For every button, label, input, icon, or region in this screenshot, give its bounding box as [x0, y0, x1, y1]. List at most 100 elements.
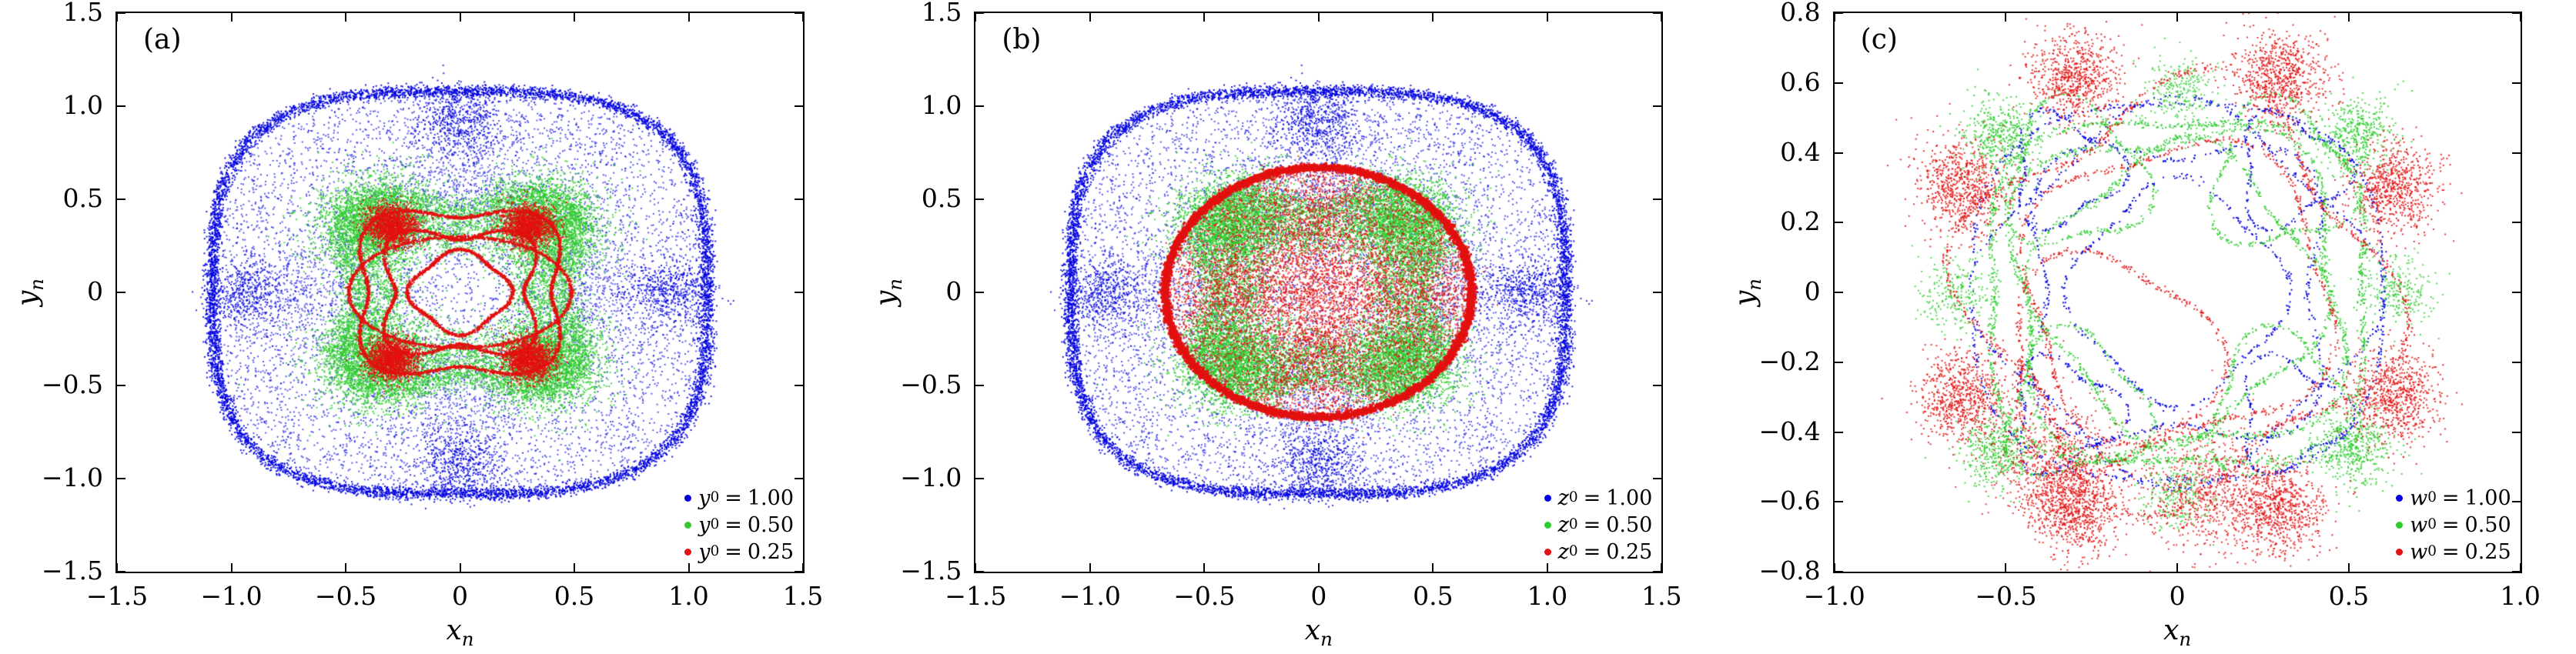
legend-var: z — [1557, 486, 1569, 510]
legend-var: z — [1557, 513, 1569, 537]
x-tick-label: −1.5 — [945, 581, 1007, 611]
legend-sub: 0 — [710, 516, 720, 533]
y-tick-mark — [1834, 361, 1843, 363]
y-tick-mark — [975, 105, 985, 107]
legend: z 0 = 1.00 z 0 = 0.50 z 0 = 0.25 — [1544, 485, 1652, 566]
y-tick-mark — [975, 385, 985, 386]
legend-marker-icon — [684, 495, 692, 502]
y-tick-mark — [117, 105, 125, 107]
y-tick-label: −1.0 — [900, 462, 962, 492]
scatter-canvas-b — [975, 13, 1662, 572]
y-tick-label: 1.5 — [62, 0, 103, 27]
x-tick-mark — [345, 13, 346, 22]
legend-var: z — [1557, 540, 1569, 564]
x-axis-var: x — [1304, 615, 1321, 646]
y-tick-mark — [2511, 152, 2521, 154]
y-tick-mark — [1653, 199, 1662, 200]
y-tick-mark — [2511, 571, 2521, 572]
x-tick-label: 1.5 — [1641, 581, 1682, 611]
legend-marker-icon — [1544, 549, 1551, 556]
y-tick-mark — [975, 12, 985, 14]
legend-marker-icon — [684, 549, 692, 556]
y-tick-label: 0.4 — [1780, 136, 1821, 167]
x-tick-mark — [1833, 563, 1835, 572]
x-tick-mark — [230, 563, 233, 572]
legend-marker-icon — [2396, 549, 2404, 556]
legend-value: 1.00 — [2464, 486, 2511, 510]
x-tick-mark — [2347, 563, 2350, 572]
x-tick-mark — [2005, 563, 2007, 572]
x-axis-sub-text: n — [2179, 628, 2192, 651]
legend-item: w 0 = 0.25 — [2396, 539, 2511, 566]
y-tick-mark — [795, 199, 803, 200]
y-tick-label: −1.0 — [41, 462, 103, 492]
legend-item: y 0 = 1.00 — [684, 485, 794, 512]
y-tick-label: 1.0 — [62, 90, 103, 120]
y-axis-var: y — [1729, 290, 1761, 307]
legend-var: w — [2410, 486, 2428, 510]
legend-var: w — [2410, 513, 2428, 537]
y-tick-mark — [975, 478, 985, 479]
x-tick-mark — [1833, 13, 1835, 22]
x-axis-var: x — [2163, 615, 2180, 646]
x-tick-mark — [2519, 13, 2521, 22]
legend-marker-icon — [2396, 495, 2404, 502]
legend-value: 1.00 — [747, 486, 794, 510]
y-tick-mark — [117, 478, 125, 479]
x-tick-label: 0.5 — [1413, 581, 1454, 611]
y-tick-mark — [1653, 385, 1662, 386]
y-tick-mark — [1653, 571, 1662, 572]
x-tick-label: 1.5 — [782, 581, 824, 611]
y-tick-mark — [795, 105, 803, 107]
x-axis-label: xn — [1305, 615, 1333, 649]
plot-area-b: (b) z 0 = 1.00 z 0 = 0.50 z 0 = 0.25 — [974, 12, 1664, 573]
x-axis-var: x — [446, 615, 462, 646]
y-tick-mark — [1834, 571, 1843, 572]
x-axis-sub-text: n — [461, 628, 474, 651]
y-tick-mark — [117, 571, 125, 572]
x-tick-mark — [459, 563, 461, 572]
legend-equals: = — [2441, 540, 2460, 564]
y-tick-mark — [2511, 501, 2521, 503]
y-tick-mark — [795, 571, 803, 572]
x-axis-sub: n — [2179, 628, 2191, 650]
y-tick-label: 0 — [945, 276, 962, 306]
y-axis-sub: n — [25, 279, 48, 291]
legend-sub: 0 — [2427, 489, 2437, 506]
x-tick-label: 0 — [2169, 581, 2186, 611]
legend-sub: 0 — [1568, 516, 1578, 533]
x-tick-mark — [1317, 563, 1320, 572]
x-tick-label: −0.5 — [1173, 581, 1236, 611]
x-tick-mark — [2519, 563, 2521, 572]
y-axis-sub: n — [884, 279, 906, 291]
x-axis-sub: n — [462, 628, 474, 650]
x-tick-label: 0 — [452, 581, 468, 611]
y-tick-label: −0.5 — [41, 369, 103, 399]
x-tick-mark — [687, 563, 690, 572]
panel-b: (b) z 0 = 1.00 z 0 = 0.50 z 0 = 0.25 −1.5 −1.0 −0.5 0 0.5… — [858, 0, 1717, 654]
x-tick-mark — [1089, 13, 1091, 22]
legend: w 0 = 1.00 w 0 = 0.50 w 0 = 0.25 — [2396, 485, 2511, 566]
legend-var: y — [698, 540, 711, 564]
y-axis-sub-text: n — [1742, 278, 1765, 291]
y-axis-label: yn — [1729, 278, 1765, 307]
y-tick-label: 0 — [1804, 276, 1821, 306]
y-tick-mark — [1834, 222, 1843, 224]
x-tick-label: −1.0 — [1059, 581, 1121, 611]
panel-a: (a) y 0 = 1.00 y 0 = 0.50 y 0 = 0.25 −1.5 −1.0 −0.5 0 0.5… — [0, 0, 858, 654]
y-tick-mark — [1834, 292, 1843, 293]
y-tick-mark — [795, 478, 803, 479]
x-tick-mark — [345, 563, 346, 572]
legend-item: z 0 = 1.00 — [1544, 485, 1652, 512]
x-tick-mark — [459, 13, 461, 22]
x-tick-mark — [1317, 13, 1320, 22]
y-tick-mark — [975, 199, 985, 200]
x-tick-label: 1.0 — [1527, 581, 1568, 611]
x-tick-mark — [1203, 13, 1206, 22]
x-tick-mark — [2347, 13, 2350, 22]
y-tick-mark — [2511, 82, 2521, 84]
y-tick-mark — [795, 385, 803, 386]
y-tick-label: 1.5 — [921, 0, 962, 27]
plot-area-a: (a) y 0 = 1.00 y 0 = 0.50 y 0 = 0.25 — [115, 12, 805, 573]
